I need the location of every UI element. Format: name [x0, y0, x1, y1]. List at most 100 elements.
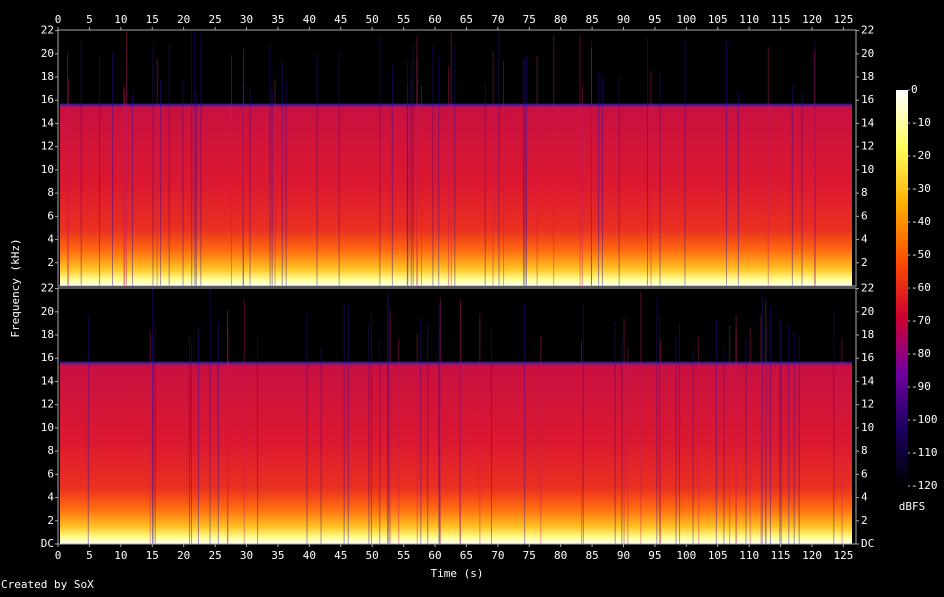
- y-tick-label: 4: [47, 491, 54, 504]
- y-tick-label: 14: [861, 116, 875, 129]
- x-tick-label: 0: [55, 13, 62, 26]
- x-tick-label: 30: [240, 13, 253, 26]
- y-tick-label: DC: [861, 537, 874, 550]
- x-tick-label: 90: [617, 549, 630, 562]
- colorbar-tick-label: -70: [911, 314, 931, 327]
- x-tick-label: 15: [146, 13, 159, 26]
- x-tick-label: 125: [833, 13, 853, 26]
- x-tick-label: 35: [271, 549, 284, 562]
- colorbar-tick-label: -40: [911, 215, 931, 228]
- colorbar-tick-label: -90: [911, 380, 931, 393]
- x-tick-label: 65: [460, 549, 473, 562]
- y-tick-label: 18: [41, 328, 54, 341]
- y-tick-label: 6: [861, 467, 868, 480]
- x-tick-label: 75: [523, 13, 536, 26]
- plot-frame: [57, 287, 857, 545]
- y-tick-label: 8: [47, 186, 54, 199]
- colorbar-tick-label: -100: [911, 413, 938, 426]
- x-tick-label: 50: [366, 549, 379, 562]
- y-axis-label: Frequency (kHz): [9, 238, 22, 337]
- x-tick-label: 70: [491, 13, 504, 26]
- x-tick-label: 80: [554, 549, 567, 562]
- x-tick-label: 40: [303, 13, 316, 26]
- x-tick-label: 85: [585, 549, 598, 562]
- y-tick-label: 14: [41, 116, 55, 129]
- x-tick-label: 75: [523, 549, 536, 562]
- x-tick-label: 60: [428, 549, 441, 562]
- y-tick-label: 8: [861, 444, 868, 457]
- colorbar-tick-label: -50: [911, 248, 931, 261]
- y-tick-label: 10: [861, 421, 874, 434]
- x-tick-label: 115: [771, 13, 791, 26]
- x-tick-label: 90: [617, 13, 630, 26]
- y-tick-label: 6: [47, 467, 54, 480]
- y-tick-label: DC: [41, 537, 54, 550]
- x-tick-label: 60: [428, 13, 441, 26]
- x-tick-label: 125: [833, 549, 853, 562]
- y-tick-label: 4: [47, 233, 54, 246]
- x-tick-label: 50: [366, 13, 379, 26]
- spectrogram-image: [60, 30, 852, 286]
- y-tick-label: 12: [41, 140, 54, 153]
- x-tick-label: 100: [676, 549, 696, 562]
- x-tick-label: 45: [334, 13, 347, 26]
- colorbar-tick-label: 0: [911, 83, 918, 96]
- x-tick-label: 40: [303, 549, 316, 562]
- x-tick-label: 95: [648, 549, 661, 562]
- plot-frame: [57, 29, 857, 287]
- x-tick-label: 55: [397, 549, 410, 562]
- credit: Created by SoX: [1, 578, 94, 591]
- spectrogram-image: [60, 288, 852, 544]
- y-tick-label: 2: [861, 256, 868, 269]
- colorbar-tick-label: -10: [911, 116, 931, 129]
- y-tick-label: 16: [861, 351, 874, 364]
- x-axis-label: Time (s): [431, 567, 484, 580]
- x-tick-label: 45: [334, 549, 347, 562]
- x-tick-label: 70: [491, 549, 504, 562]
- x-tick-label: 25: [208, 549, 221, 562]
- y-tick-label: 22: [861, 282, 874, 295]
- y-tick-label: 20: [861, 305, 874, 318]
- x-tick-label: 20: [177, 549, 190, 562]
- colorbar-tick-label: -80: [911, 347, 931, 360]
- y-tick-label: 4: [861, 233, 868, 246]
- y-tick-label: 20: [41, 47, 54, 60]
- y-tick-label: 6: [861, 209, 868, 222]
- x-tick-label: 120: [802, 13, 822, 26]
- x-tick-label: 35: [271, 13, 284, 26]
- x-tick-label: 105: [708, 549, 728, 562]
- x-tick-label: 115: [771, 549, 791, 562]
- y-tick-label: 10: [861, 163, 874, 176]
- y-tick-label: 14: [861, 374, 875, 387]
- y-tick-label: 2: [861, 514, 868, 527]
- y-tick-label: 16: [41, 351, 54, 364]
- y-tick-label: 18: [861, 328, 874, 341]
- x-tick-label: 100: [676, 13, 696, 26]
- x-tick-label: 120: [802, 549, 822, 562]
- y-tick-label: 18: [861, 70, 874, 83]
- y-tick-label: 12: [41, 398, 54, 411]
- colorbar-tick-label: -60: [911, 281, 931, 294]
- x-tick-label: 5: [86, 549, 93, 562]
- x-tick-label: 110: [739, 13, 759, 26]
- y-tick-label: 22: [861, 24, 874, 37]
- x-tick-label: 20: [177, 13, 190, 26]
- x-tick-label: 95: [648, 13, 661, 26]
- y-tick-label: 12: [861, 398, 874, 411]
- colorbar-label: dBFS: [899, 500, 926, 513]
- x-tick-label: 80: [554, 13, 567, 26]
- y-tick-label: 2: [47, 256, 54, 269]
- colorbar: [896, 90, 908, 486]
- x-tick-label: 5: [86, 13, 93, 26]
- colorbar-tick-label: -20: [911, 149, 931, 162]
- y-tick-label: 8: [861, 186, 868, 199]
- x-tick-label: 30: [240, 549, 253, 562]
- y-tick-label: 2: [47, 514, 54, 527]
- y-tick-label: 18: [41, 70, 54, 83]
- y-tick-label: 8: [47, 444, 54, 457]
- y-tick-label: 12: [861, 140, 874, 153]
- y-tick-label: 20: [861, 47, 874, 60]
- x-tick-label: 65: [460, 13, 473, 26]
- y-tick-label: 14: [41, 374, 55, 387]
